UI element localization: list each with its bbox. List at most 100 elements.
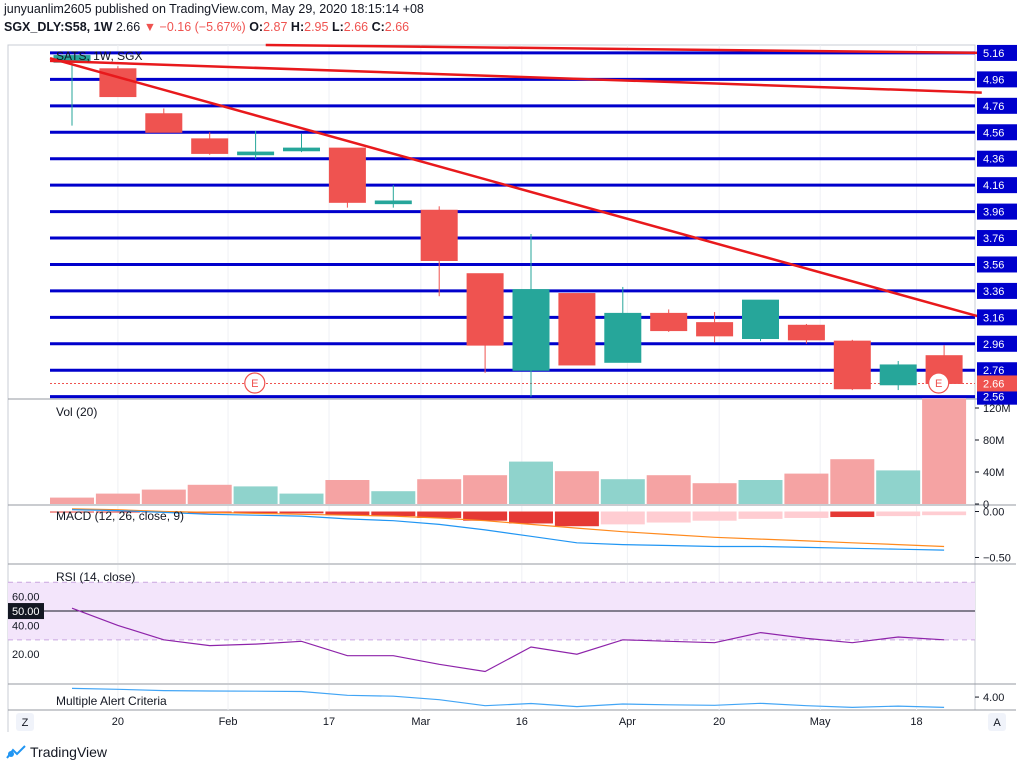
macd-histogram-bar[interactable]: [830, 511, 875, 518]
volume-axis-label: 40M: [983, 467, 1004, 479]
candle-body[interactable]: [833, 340, 871, 390]
tradingview-brand: TradingView: [6, 744, 107, 760]
symbol-label[interactable]: SGX_DLY:S58, 1W: [4, 20, 113, 34]
level-price-tag: [977, 203, 1017, 220]
candle-body[interactable]: [283, 147, 320, 152]
volume-bar[interactable]: [233, 486, 278, 504]
volume-bar[interactable]: [279, 493, 324, 504]
trend-line[interactable]: [265, 43, 982, 55]
macd-histogram-bar[interactable]: [646, 511, 691, 523]
volume-bar[interactable]: [509, 461, 553, 504]
candle-body[interactable]: [512, 289, 550, 371]
candle-body[interactable]: [145, 113, 183, 133]
volume-bar[interactable]: [325, 480, 370, 504]
time-axis-label: Feb: [219, 716, 238, 728]
candle-body[interactable]: [191, 138, 229, 154]
candle-body[interactable]: [328, 147, 366, 203]
candle-body[interactable]: [466, 273, 504, 346]
volume-bar[interactable]: [738, 480, 783, 504]
open-label: O:: [249, 20, 264, 34]
macd-histogram-bar[interactable]: [463, 511, 508, 521]
macd-line[interactable]: [71, 509, 945, 551]
volume-bar[interactable]: [554, 471, 599, 504]
volume-bar[interactable]: [50, 497, 94, 504]
price-pane-title: SATS, 1W, SGX: [56, 49, 142, 63]
time-axis-label: May: [810, 716, 831, 728]
macd-histogram-bar[interactable]: [509, 511, 553, 524]
macd-histogram-bar[interactable]: [325, 511, 370, 516]
candle-body[interactable]: [787, 324, 825, 341]
candle-body[interactable]: [742, 299, 779, 340]
macd-histogram-bar[interactable]: [784, 511, 829, 518]
macd-histogram-bar[interactable]: [692, 511, 737, 521]
candle-body[interactable]: [374, 200, 412, 205]
macd-histogram-bar[interactable]: [233, 511, 278, 514]
candle-body[interactable]: [558, 293, 596, 366]
alert-criteria-line[interactable]: [71, 687, 945, 709]
macd-histogram-bar[interactable]: [371, 511, 416, 517]
volume-bar[interactable]: [922, 398, 967, 504]
ohlc-legend: SGX_DLY:S58, 1W 2.66 ▼ −0.16 (−5.67%) O:…: [4, 20, 409, 34]
volume-bar[interactable]: [830, 459, 875, 504]
macd-pane-title: MACD (12, 26, close, 9): [56, 509, 184, 523]
volume-bar[interactable]: [600, 479, 645, 504]
tradingview-logo-icon: [6, 745, 26, 759]
publish-info: junyuanlim2605 published on TradingView.…: [4, 2, 424, 16]
volume-bar[interactable]: [463, 475, 508, 504]
auto-scale-button[interactable]: [988, 713, 1006, 731]
candle-body[interactable]: [650, 312, 688, 332]
rsi-pane-title: RSI (14, close): [56, 570, 135, 584]
candle-body[interactable]: [237, 151, 275, 156]
price-axis-label: 4.56: [983, 127, 1004, 139]
low-label: L:: [331, 20, 344, 34]
price-axis-label: 5.16: [983, 48, 1004, 60]
brand-name: TradingView: [30, 744, 108, 760]
earnings-marker[interactable]: [244, 372, 266, 394]
level-price-tag: [977, 177, 1017, 194]
macd-histogram-bar[interactable]: [95, 511, 140, 513]
volume-bar[interactable]: [646, 475, 691, 504]
volume-bar[interactable]: [187, 484, 232, 504]
macd-histogram-bar[interactable]: [50, 511, 94, 513]
earnings-marker[interactable]: [928, 372, 950, 394]
down-arrow-icon: ▼: [143, 20, 157, 34]
rsi-line[interactable]: [71, 607, 945, 673]
time-axis-label: 18: [910, 716, 922, 728]
time-axis-label: 17: [323, 716, 335, 728]
chart-canvas[interactable]: 20 Feb 17 Mar 16 Apr 20 May 18 SATS, 1W, SGX 5.16 4…: [0, 40, 1024, 740]
price-axis-label: 3.76: [983, 233, 1004, 245]
volume-bar[interactable]: [417, 479, 462, 504]
volume-bar[interactable]: [141, 489, 186, 504]
candle-body[interactable]: [879, 364, 917, 386]
macd-histogram-bar[interactable]: [738, 511, 783, 519]
trend-line[interactable]: [49, 57, 983, 319]
price-axis-label: 3.56: [983, 259, 1004, 271]
time-axis-label: 20: [713, 716, 725, 728]
level-price-tag: [977, 230, 1017, 247]
level-price-tag: [977, 388, 1017, 405]
macd-histogram-bar[interactable]: [554, 511, 599, 527]
macd-histogram-bar[interactable]: [600, 511, 645, 525]
candle-body[interactable]: [696, 322, 734, 337]
high-label: H:: [290, 20, 305, 34]
last-price: 2.66: [115, 20, 141, 34]
volume-bar[interactable]: [692, 483, 737, 504]
macd-histogram-bar[interactable]: [279, 511, 324, 514]
macd-signal-line[interactable]: [71, 508, 945, 548]
price-axis-label: 4.96: [983, 74, 1004, 86]
macd-histogram-bar[interactable]: [922, 511, 967, 516]
time-axis-label: Mar: [411, 716, 430, 728]
level-price-tag: [977, 97, 1017, 114]
macd-histogram-bar[interactable]: [417, 511, 462, 518]
candle-body[interactable]: [420, 209, 458, 262]
macd-histogram-bar[interactable]: [876, 511, 921, 517]
volume-bar[interactable]: [95, 493, 140, 504]
volume-bar[interactable]: [371, 491, 416, 504]
volume-bar[interactable]: [876, 470, 921, 504]
trend-line[interactable]: [49, 59, 982, 94]
volume-bar[interactable]: [784, 473, 829, 504]
rsi-axis-label: 20.00: [12, 649, 40, 661]
zoom-button[interactable]: [16, 713, 34, 731]
level-price-tag: [977, 362, 1017, 379]
candle-body[interactable]: [604, 312, 642, 363]
